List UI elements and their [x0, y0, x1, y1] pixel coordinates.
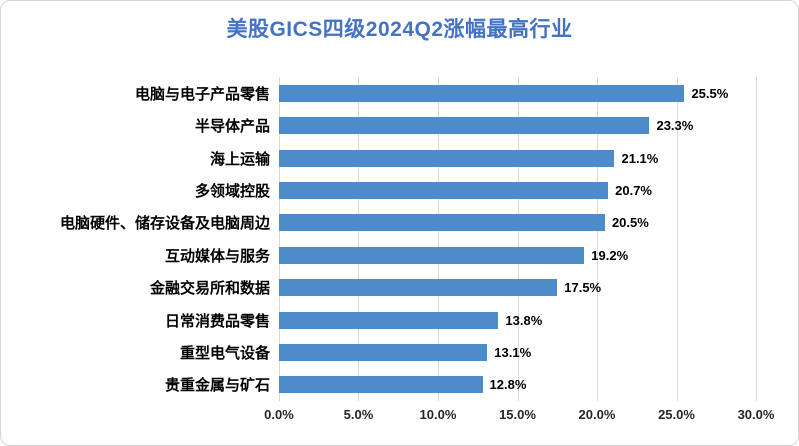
bar-track: 21.1% — [279, 149, 756, 167]
gridline — [358, 77, 360, 401]
bar — [279, 149, 615, 167]
x-axis-tick-label: 0.0% — [264, 407, 294, 422]
x-axis-tick-labels: 0.0% 5.0% 10.0% 15.0% 20.0% 25.0% 30.0% — [264, 407, 774, 427]
gridline — [596, 77, 598, 401]
gridline — [756, 77, 757, 401]
category-label: 电脑硬件、储存设备及电脑周边 — [59, 215, 270, 233]
gridline — [676, 77, 678, 401]
category-label: 贵重金属与矿石 — [164, 377, 270, 395]
x-axis-tick-label: 25.0% — [658, 407, 695, 422]
x-axis: 0.0% 5.0% 10.0% 15.0% 20.0% 25.0% 30.0% — [7, 407, 774, 427]
value-label: 19.2% — [591, 247, 629, 263]
value-label: 25.5% — [691, 85, 729, 101]
plot-area: 电脑与电子产品零售 25.5% 半导体产品 23.3% 海上运输 21.1% 多领域控股 20… — [7, 77, 757, 401]
bar — [279, 117, 650, 135]
bar-track: 23.3% — [279, 117, 756, 135]
bar-row: 重型电气设备 13.1% — [7, 336, 756, 368]
category-label: 电脑与电子产品零售 — [134, 85, 270, 103]
category-label: 互动媒体与服务 — [164, 247, 270, 265]
bar-row: 互动媒体与服务 19.2% — [7, 239, 756, 271]
bar-row: 海上运输 21.1% — [7, 142, 756, 174]
bar — [279, 311, 499, 329]
value-label: 20.5% — [611, 215, 649, 231]
bar-track: 13.1% — [279, 343, 756, 361]
bar — [279, 376, 483, 394]
bar — [279, 181, 609, 199]
x-axis-tick-label: 10.0% — [419, 407, 457, 422]
bar-track: 20.7% — [279, 181, 756, 199]
chart-title: 美股GICS四级2024Q2涨幅最高行业 — [226, 18, 573, 41]
bar-row: 电脑硬件、储存设备及电脑周边 20.5% — [7, 207, 756, 239]
category-label: 半导体产品 — [194, 118, 270, 136]
category-label: 金融交易所和数据 — [149, 280, 270, 298]
x-axis-tick-label: 20.0% — [578, 407, 616, 422]
x-axis-tick-label: 5.0% — [343, 407, 374, 422]
x-axis-tick-label: 15.0% — [499, 407, 536, 422]
x-axis-tick-label: 30.0% — [737, 407, 775, 422]
bar-row: 半导体产品 23.3% — [7, 109, 756, 141]
bar — [279, 279, 558, 297]
bar-row: 贵重金属与矿石 12.8% — [7, 369, 756, 401]
bar-track: 19.2% — [279, 246, 756, 264]
gridline — [517, 77, 519, 401]
value-label: 21.1% — [621, 150, 659, 166]
bar-row: 电脑与电子产品零售 25.5% — [7, 77, 756, 109]
bar-rows: 电脑与电子产品零售 25.5% 半导体产品 23.3% 海上运输 21.1% 多领域控股 20… — [7, 77, 756, 401]
bar — [279, 214, 605, 232]
bar-track: 12.8% — [279, 376, 756, 394]
bar — [279, 246, 585, 264]
bar-track: 17.5% — [279, 279, 756, 297]
bar-track: 13.8% — [279, 311, 756, 329]
bar-row: 金融交易所和数据 17.5% — [7, 271, 756, 303]
gridline — [279, 77, 280, 401]
value-label: 13.1% — [494, 344, 532, 360]
value-label: 12.8% — [489, 377, 527, 393]
value-label: 13.8% — [505, 312, 543, 328]
bar — [279, 84, 685, 102]
gridlines — [279, 77, 757, 401]
value-label: 17.5% — [564, 280, 602, 296]
value-label: 20.7% — [615, 182, 652, 198]
bar-track: 25.5% — [279, 84, 756, 102]
category-label: 多领域控股 — [194, 182, 270, 200]
bar-row: 日常消费品零售 13.8% — [7, 304, 756, 336]
category-label: 日常消费品零售 — [164, 312, 270, 330]
category-label: 海上运输 — [209, 150, 270, 168]
category-label: 重型电气设备 — [179, 344, 270, 362]
bar — [279, 343, 488, 361]
bar-track: 20.5% — [279, 214, 756, 232]
value-label: 23.3% — [656, 118, 694, 134]
gridline — [437, 77, 439, 401]
bar-row: 多领域控股 20.7% — [7, 174, 756, 206]
